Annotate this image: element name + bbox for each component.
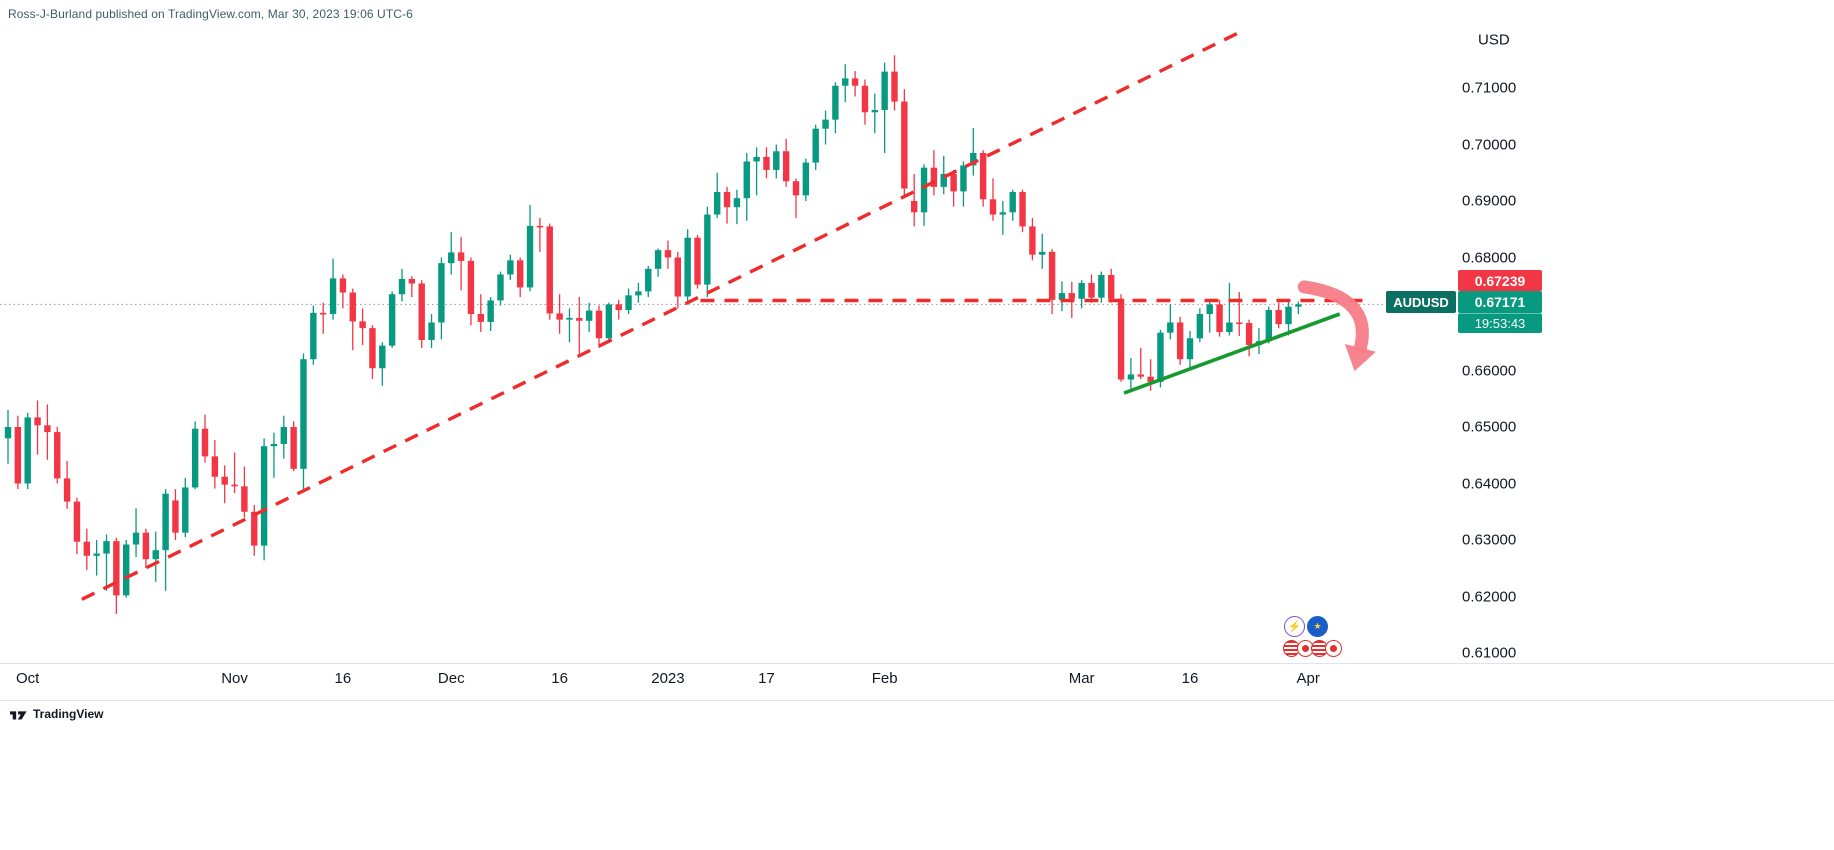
price-tick-label: 0.61000 (1462, 644, 1517, 662)
flag-event-icon[interactable] (1325, 640, 1342, 657)
annotations-layer (81, 29, 1376, 601)
short-term-support-line (1123, 312, 1341, 395)
time-tick-label: Oct (16, 670, 40, 687)
price-tick-label: 0.62000 (1462, 588, 1517, 605)
price-tick-label: 0.66000 (1462, 362, 1517, 379)
time-tick-label: 16 (334, 670, 352, 687)
price-tick-label: 0.63000 (1462, 531, 1517, 549)
resistance-price-badge: 0.67239 (1458, 270, 1542, 291)
economic-events-cluster[interactable]: ⚡ ★ (1283, 616, 1342, 657)
candlestick-plot[interactable] (0, 0, 1455, 700)
time-tick-label: 16 (1181, 670, 1199, 687)
price-tick-label: 0.70000 (1462, 136, 1517, 153)
price-tick-label: 0.68000 (1462, 249, 1517, 266)
candles-layer (4, 55, 1302, 615)
price-tick-label: 0.69000 (1462, 192, 1517, 210)
time-axis[interactable]: Oct Nov 16 Dec 16 2023 17 Feb Mar 16 Apr (0, 663, 1834, 701)
time-tick-label: Nov (221, 670, 248, 687)
last-price-badge: 0.67171 (1458, 291, 1542, 313)
event-row-bottom (1283, 640, 1342, 657)
price-tick-label: 0.65000 (1462, 418, 1517, 436)
eu-flag-event-icon[interactable]: ★ (1307, 616, 1328, 637)
tradingview-logo-link[interactable]: TradingView (10, 707, 103, 721)
symbol-badge: AUDUSD (1386, 291, 1456, 313)
time-tick-label: 17 (758, 670, 775, 687)
time-tick-label: 16 (551, 670, 568, 687)
bearish-curved-arrow-head (1344, 343, 1376, 372)
candlestick-chart-canvas[interactable] (0, 0, 1455, 705)
bar-countdown-badge: 19:53:43 (1458, 313, 1542, 333)
time-tick-label: Dec (437, 670, 465, 687)
time-tick-label: Apr (1296, 670, 1320, 687)
footer: TradingView (0, 700, 1834, 850)
time-tick-label: Feb (871, 670, 898, 687)
tradingview-logo-icon (10, 710, 27, 720)
time-tick-label: Mar (1068, 670, 1095, 687)
price-tick-label: 0.71000 (1462, 79, 1517, 97)
bearish-curved-arrow (1297, 280, 1369, 355)
lightning-event-icon[interactable]: ⚡ (1284, 616, 1305, 637)
price-axis[interactable]: USD 0.710000.700000.690000.680000.670000… (1455, 0, 1834, 663)
quote-currency-label: USD (1478, 31, 1510, 49)
publish-attribution: Ross-J-Burland published on TradingView.… (8, 7, 413, 21)
time-tick-label: 2023 (651, 670, 685, 687)
rising-dashed-trendline (81, 29, 1242, 601)
price-tick-label: 0.64000 (1462, 475, 1517, 492)
footer-brand-text: TradingView (33, 707, 104, 721)
event-row-top: ⚡ ★ (1284, 616, 1342, 637)
